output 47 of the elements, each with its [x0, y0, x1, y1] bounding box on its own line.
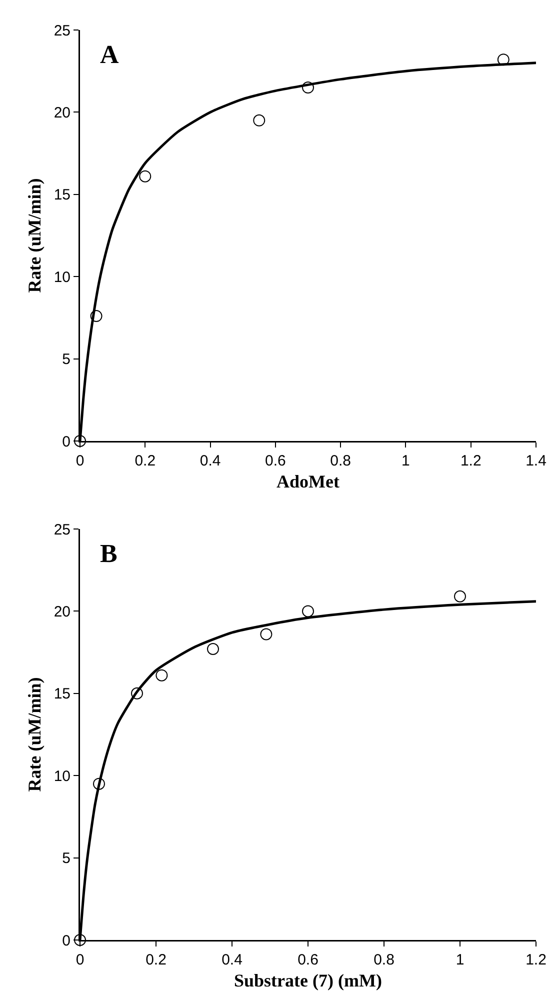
- x-tick-label: 0.4: [222, 952, 242, 968]
- x-tick-label: 0.6: [265, 452, 286, 470]
- x-tick-label: 1.4: [526, 452, 546, 470]
- x-tick-label: 1: [402, 452, 410, 470]
- x-tick-label: 0.2: [146, 952, 166, 968]
- point: [74, 435, 86, 447]
- y-tick-label: 5: [62, 850, 70, 868]
- y-tick-label: 0: [62, 433, 70, 450]
- x-tick-label: 0.8: [374, 952, 394, 968]
- y-tick-label: 0: [62, 932, 70, 950]
- point: [207, 643, 219, 656]
- y-axis-title: Rate (uM/min): [24, 677, 44, 792]
- x-tick-label: 0: [76, 452, 84, 470]
- point: [93, 778, 105, 790]
- point: [302, 605, 314, 618]
- x-tick-label: 0.8: [330, 452, 351, 470]
- y-tick-label: 20: [54, 603, 70, 620]
- point: [497, 54, 510, 66]
- y-tick-label: 25: [54, 22, 70, 40]
- point: [260, 628, 272, 640]
- x-tick-label: 1.2: [526, 952, 546, 968]
- y-tick-label: 10: [54, 768, 70, 785]
- y-tick-label: 15: [54, 686, 70, 703]
- x-tick-label: 0.2: [134, 452, 156, 470]
- y-tick-label: 5: [62, 351, 70, 368]
- x-tick-label: 0: [76, 952, 84, 968]
- x-tick-label: 1: [456, 952, 464, 968]
- y-tick-label: 20: [54, 104, 70, 122]
- x-axis-title: Substrate (7) (mM): [234, 970, 382, 990]
- x-tick-label: 0.6: [298, 952, 318, 968]
- point: [131, 687, 143, 700]
- y-tick-label: 10: [54, 268, 70, 286]
- annotation: A: [100, 40, 119, 69]
- y-tick-label: 25: [54, 521, 70, 538]
- point: [454, 590, 466, 602]
- point: [90, 310, 102, 322]
- x-tick-label: 0.4: [200, 452, 221, 470]
- y-axis-title: Rate (uM/min): [24, 178, 44, 293]
- x-tick-label: 1.2: [460, 452, 482, 470]
- y-tick-label: 15: [54, 186, 70, 204]
- point: [156, 669, 168, 682]
- point: [139, 170, 152, 182]
- x-axis-title: AdoMet: [276, 471, 340, 492]
- point: [74, 934, 86, 946]
- point: [253, 114, 266, 126]
- point: [302, 82, 314, 94]
- annotation: B: [100, 539, 118, 568]
